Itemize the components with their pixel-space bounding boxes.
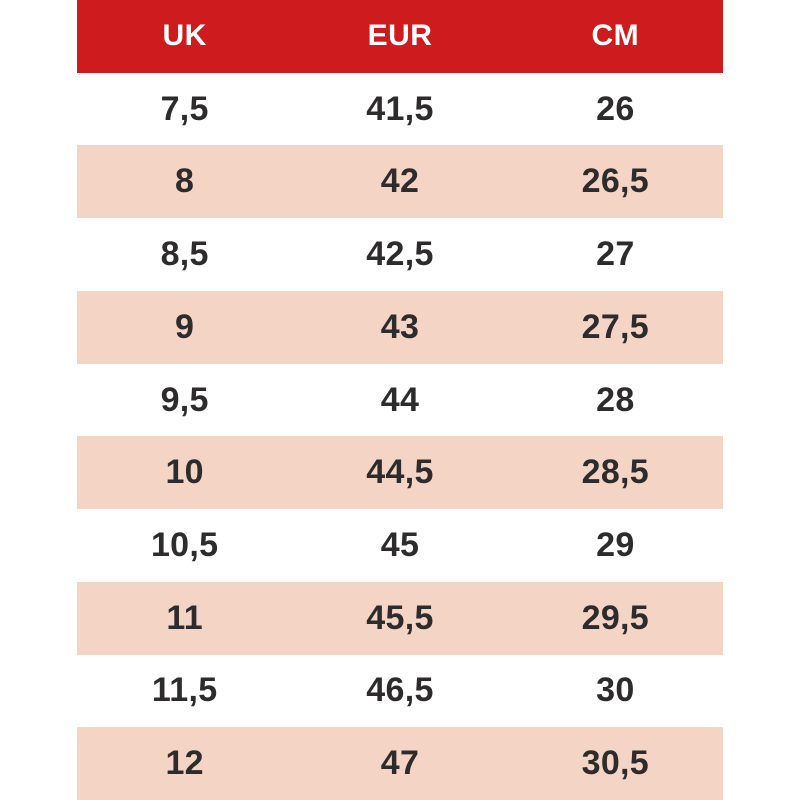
table-cell-uk: 8,5 (160, 235, 209, 274)
table-row: 8 42 26,5 (77, 145, 723, 219)
table-row: 8,5 42,5 27 (77, 218, 723, 291)
table-cell-uk: 11 (166, 598, 203, 637)
table-row: 7,5 41,5 26 (77, 72, 723, 146)
table-cell-cm: 28 (596, 380, 635, 419)
table-cell-cm: 28,5 (581, 453, 649, 492)
table-cell-uk: 10 (165, 453, 204, 492)
table-cell-eur: 45 (380, 526, 420, 564)
table-cell-uk: 8 (175, 162, 195, 201)
size-conversion-table: UK EUR CM 7,5 41,5 26 8 42 26,5 8,5 42,5 27 9 43 27… (77, 0, 723, 800)
table-cell-cm: 26 (596, 89, 635, 128)
table-cell-cm: 29 (596, 526, 635, 564)
table-cell-eur: 47 (380, 744, 420, 783)
table-cell-eur: 44 (380, 380, 420, 419)
table-row: 11,5 46,5 30 (77, 654, 723, 728)
table-cell-eur: 46,5 (366, 671, 434, 710)
table-cell-cm: 30 (596, 671, 635, 710)
size-table-body: 7,5 41,5 26 8 42 26,5 8,5 42,5 27 9 43 27,5 9,5 44 28 1… (77, 72, 723, 800)
table-cell-cm: 26,5 (581, 162, 649, 201)
table-cell-cm: 30,5 (581, 744, 649, 783)
table-cell-uk: 9,5 (160, 380, 209, 419)
column-header-cm: CM (591, 19, 640, 53)
table-row: 12 47 30,5 (77, 727, 723, 800)
table-header-row: UK EUR CM (77, 0, 723, 73)
table-row: 11 45,5 29,5 (77, 581, 723, 655)
table-cell-eur: 42 (380, 162, 420, 201)
table-cell-uk: 10,5 (150, 526, 219, 564)
table-row: 10,5 45 29 (77, 509, 723, 582)
table-cell-cm: 29,5 (581, 598, 649, 637)
table-cell-uk: 11,5 (151, 671, 218, 710)
table-cell-eur: 41,5 (366, 89, 434, 128)
table-row: 9 43 27,5 (77, 290, 723, 364)
column-header-eur: EUR (367, 19, 433, 53)
table-cell-uk: 12 (165, 744, 204, 783)
table-cell-cm: 27,5 (581, 307, 649, 346)
table-cell-eur: 44,5 (366, 453, 434, 492)
table-cell-uk: 7,5 (160, 89, 209, 128)
table-cell-eur: 43 (380, 307, 420, 346)
column-header-uk: UK (162, 19, 207, 53)
table-cell-uk: 9 (175, 307, 195, 346)
table-row: 9,5 44 28 (77, 363, 723, 437)
table-row: 10 44,5 28,5 (77, 436, 723, 510)
table-cell-eur: 42,5 (366, 235, 434, 274)
table-cell-eur: 45,5 (366, 598, 434, 637)
table-cell-cm: 27 (596, 235, 635, 274)
